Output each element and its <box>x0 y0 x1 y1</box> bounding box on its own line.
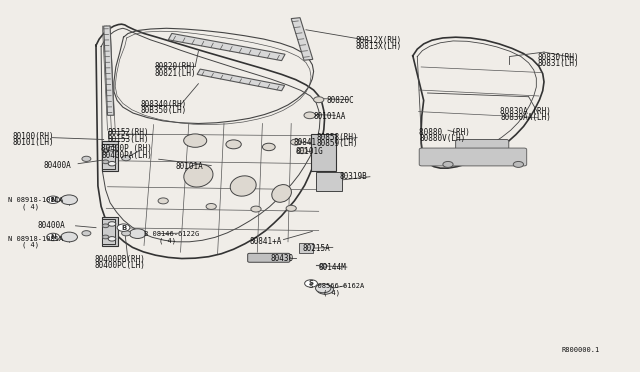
Text: 80144M: 80144M <box>319 263 346 272</box>
Polygon shape <box>291 18 313 60</box>
Text: 80880  (RH): 80880 (RH) <box>419 128 470 137</box>
Polygon shape <box>197 69 285 91</box>
Text: N: N <box>50 234 56 240</box>
Text: N: N <box>50 197 56 203</box>
FancyBboxPatch shape <box>311 134 336 171</box>
Text: 80400PC(LH): 80400PC(LH) <box>95 262 145 270</box>
Text: ( 4): ( 4) <box>323 289 340 296</box>
Text: 80319B: 80319B <box>339 172 367 181</box>
Text: 80101G: 80101G <box>296 147 323 156</box>
Circle shape <box>61 232 77 242</box>
Text: S 08566-6162A: S 08566-6162A <box>309 283 364 289</box>
Text: ( 4): ( 4) <box>22 242 40 248</box>
Text: 80841+A: 80841+A <box>250 237 282 246</box>
Text: 80101(LH): 80101(LH) <box>13 138 54 147</box>
Circle shape <box>47 233 60 241</box>
Circle shape <box>317 285 333 294</box>
Circle shape <box>122 231 131 236</box>
Text: 80400A: 80400A <box>44 161 71 170</box>
Text: 808340(RH): 808340(RH) <box>141 100 187 109</box>
Circle shape <box>206 203 216 209</box>
Circle shape <box>108 161 116 166</box>
Text: 80841: 80841 <box>293 138 316 147</box>
Text: 80820(RH): 80820(RH) <box>155 62 196 71</box>
FancyBboxPatch shape <box>419 148 527 166</box>
Circle shape <box>304 112 316 119</box>
Text: 80400A: 80400A <box>37 221 65 230</box>
Text: 80830A (RH): 80830A (RH) <box>500 107 551 116</box>
Ellipse shape <box>230 176 256 196</box>
Text: 80812X(RH): 80812X(RH) <box>355 36 401 45</box>
Text: 80152(RH): 80152(RH) <box>108 128 149 137</box>
Text: 80813X(LH): 80813X(LH) <box>355 42 401 51</box>
Circle shape <box>314 97 324 103</box>
Text: B 08146-6122G: B 08146-6122G <box>144 231 199 237</box>
Text: 80830(RH): 80830(RH) <box>538 53 579 62</box>
Text: 80101AA: 80101AA <box>314 112 346 121</box>
Circle shape <box>108 147 116 151</box>
Circle shape <box>108 237 116 241</box>
Circle shape <box>117 224 130 231</box>
Text: 80880V(LH): 80880V(LH) <box>419 134 465 143</box>
Text: N 08918-1081A: N 08918-1081A <box>8 236 63 242</box>
Circle shape <box>319 264 327 268</box>
Circle shape <box>82 156 91 161</box>
Text: S: S <box>308 280 314 286</box>
Text: 80830AA(LH): 80830AA(LH) <box>500 113 551 122</box>
Text: N 08918-1081A: N 08918-1081A <box>8 197 63 203</box>
Text: 80400PA(LH): 80400PA(LH) <box>101 151 152 160</box>
Text: 80821(LH): 80821(LH) <box>155 69 196 78</box>
FancyBboxPatch shape <box>102 144 115 169</box>
Circle shape <box>305 280 317 287</box>
Text: ( 4): ( 4) <box>159 237 176 244</box>
Text: ( 4): ( 4) <box>22 203 40 210</box>
Circle shape <box>297 148 307 154</box>
Text: 80858(RH): 80858(RH) <box>317 133 358 142</box>
Circle shape <box>61 195 77 205</box>
Text: 80B350(LH): 80B350(LH) <box>141 106 187 115</box>
Circle shape <box>47 196 60 203</box>
FancyBboxPatch shape <box>248 253 290 262</box>
Text: 80820C: 80820C <box>326 96 354 105</box>
Circle shape <box>251 206 261 212</box>
FancyBboxPatch shape <box>102 141 118 171</box>
Text: R800000.1: R800000.1 <box>562 347 600 353</box>
Ellipse shape <box>184 164 213 187</box>
Circle shape <box>102 235 109 239</box>
Polygon shape <box>104 26 114 115</box>
Ellipse shape <box>272 185 291 202</box>
Circle shape <box>108 222 116 226</box>
Text: 80153(LH): 80153(LH) <box>108 135 149 144</box>
Circle shape <box>291 139 301 145</box>
Text: B: B <box>121 225 126 231</box>
Text: 80430: 80430 <box>270 254 293 263</box>
FancyBboxPatch shape <box>316 172 342 191</box>
Text: 80831(LH): 80831(LH) <box>538 60 579 68</box>
Text: 80215A: 80215A <box>302 244 330 253</box>
Circle shape <box>82 231 91 236</box>
FancyBboxPatch shape <box>456 140 509 152</box>
Text: 80100(RH): 80100(RH) <box>13 132 54 141</box>
FancyBboxPatch shape <box>299 243 313 253</box>
Circle shape <box>443 161 453 167</box>
Text: 80400PB(RH): 80400PB(RH) <box>95 255 145 264</box>
Circle shape <box>122 155 131 161</box>
Circle shape <box>102 160 109 164</box>
Circle shape <box>158 198 168 204</box>
Circle shape <box>226 140 241 149</box>
Circle shape <box>262 143 275 151</box>
Circle shape <box>513 161 524 167</box>
Circle shape <box>316 284 331 293</box>
Circle shape <box>286 205 296 211</box>
FancyBboxPatch shape <box>102 217 118 246</box>
Text: 80400P (RH): 80400P (RH) <box>101 144 152 153</box>
Circle shape <box>184 134 207 147</box>
Circle shape <box>129 229 146 238</box>
Circle shape <box>102 224 109 228</box>
Text: 80101A: 80101A <box>176 162 204 171</box>
Text: 80859(LH): 80859(LH) <box>317 140 358 148</box>
Circle shape <box>102 149 109 153</box>
Polygon shape <box>168 33 285 61</box>
FancyBboxPatch shape <box>102 219 115 244</box>
